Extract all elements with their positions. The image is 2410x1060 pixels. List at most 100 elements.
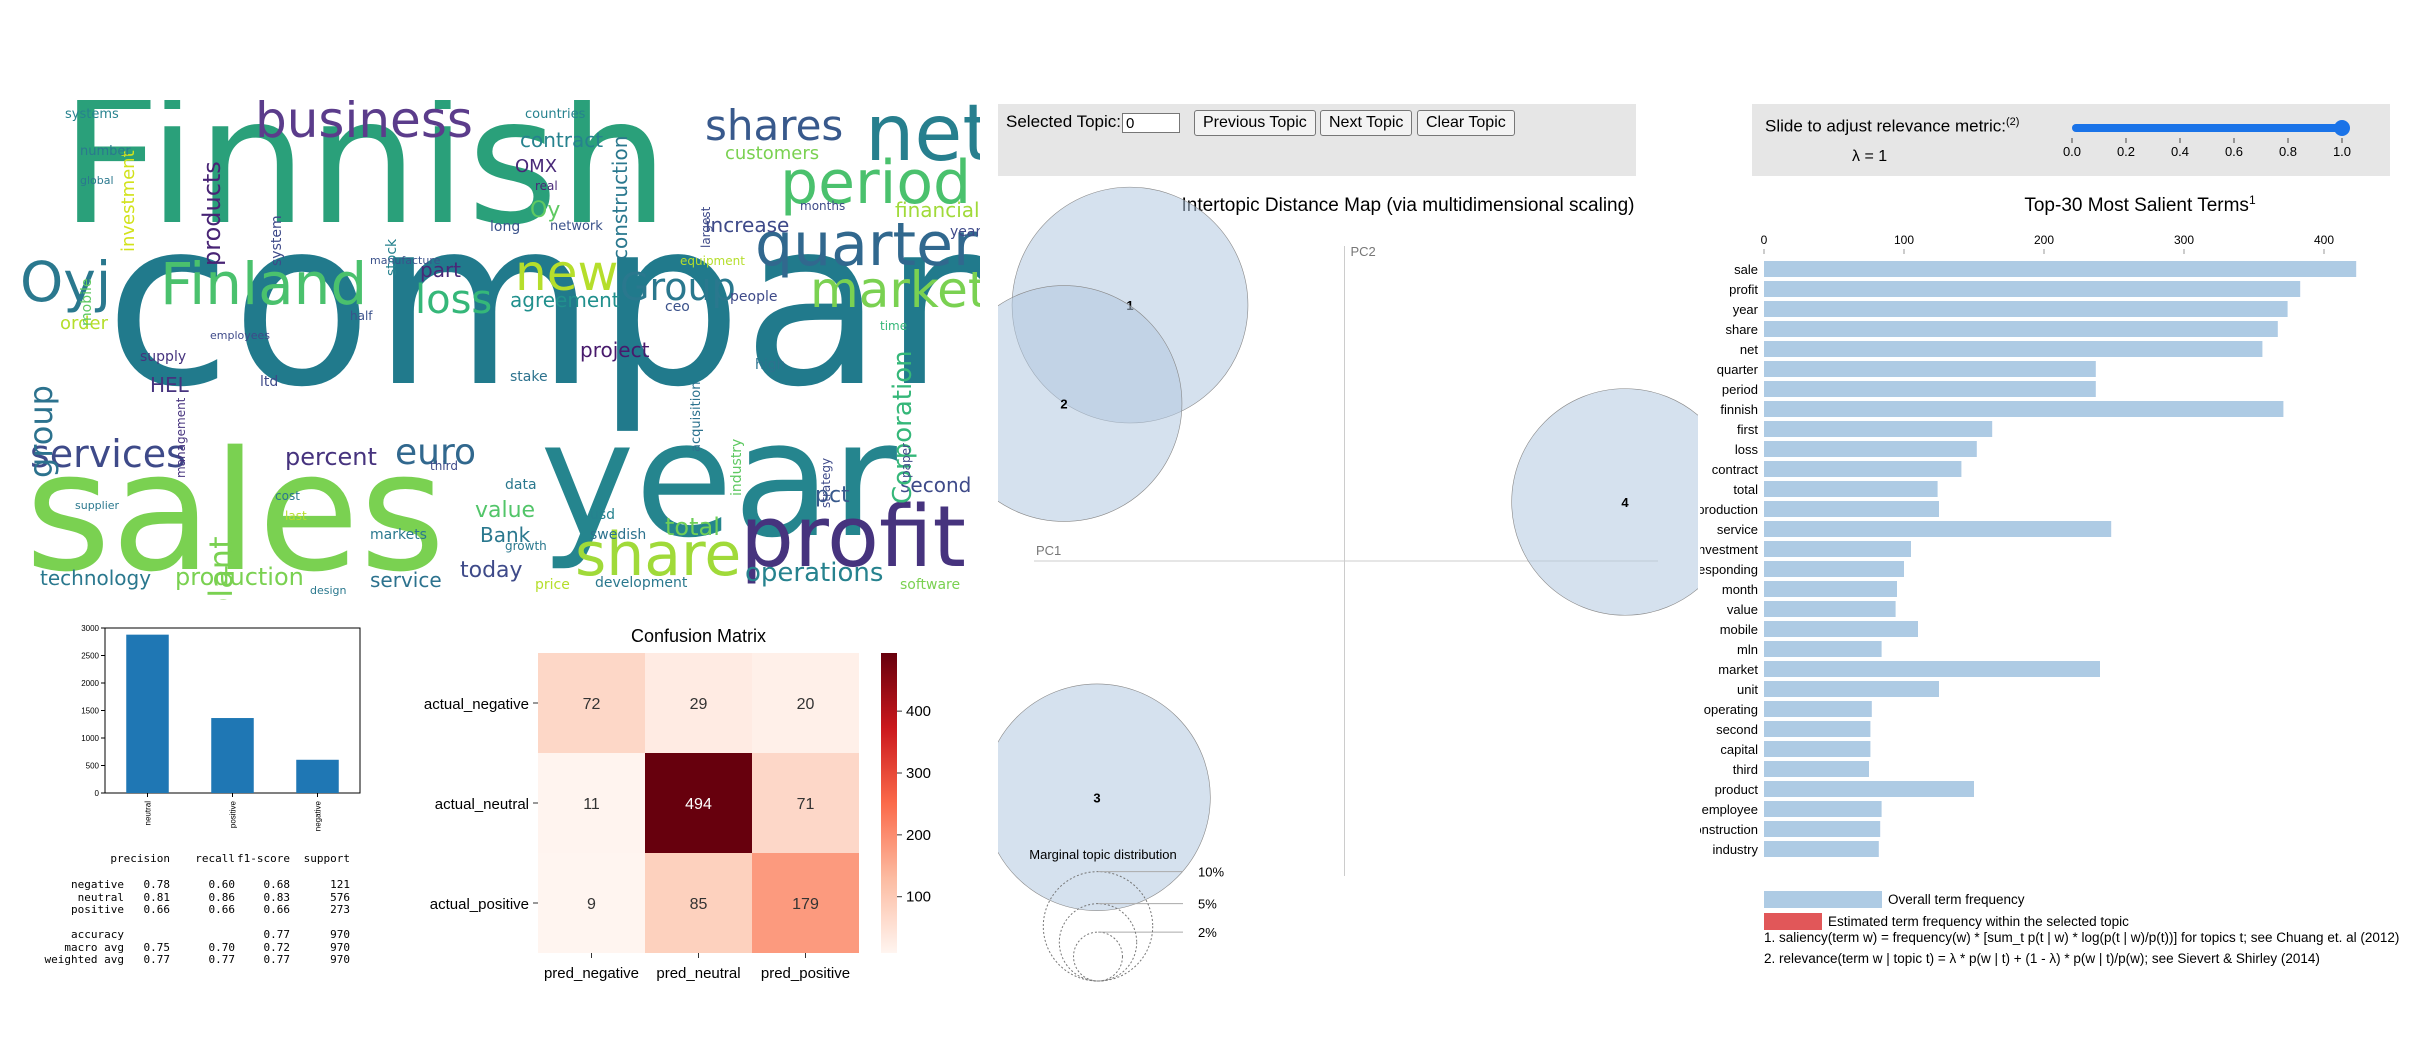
salient-bar-share[interactable] <box>1764 321 2278 337</box>
topic-circle-2[interactable] <box>998 285 1183 522</box>
salient-bar-product[interactable] <box>1764 781 1974 797</box>
salient-term-label[interactable]: contract <box>1712 462 1759 477</box>
word-order: order <box>60 313 108 334</box>
salient-bar-unit[interactable] <box>1764 681 1939 697</box>
salient-bar-construction[interactable] <box>1764 821 1881 837</box>
report-cell: 970 <box>330 940 350 954</box>
salient-term-label[interactable]: market <box>1718 662 1758 677</box>
next-topic-button[interactable]: Next Topic <box>1320 110 1413 136</box>
salient-term-label[interactable]: month <box>1722 582 1758 597</box>
cm-col-label: pred_neutral <box>656 965 740 982</box>
smallbar-ytick-label: 0 <box>95 789 100 798</box>
smallbar-ytick-label: 500 <box>86 762 100 771</box>
salient-term-label[interactable]: period <box>1722 382 1758 397</box>
salient-term-label[interactable]: total <box>1733 482 1758 497</box>
word-high: high <box>755 357 786 373</box>
salient-bar-quarter[interactable] <box>1764 361 2096 377</box>
salient-term-label[interactable]: quarter <box>1717 362 1759 377</box>
topic-label-2: 2 <box>1060 397 1067 412</box>
salient-bar-year[interactable] <box>1764 301 2288 317</box>
word-last: last <box>285 509 307 523</box>
salient-term-label[interactable]: operating <box>1704 702 1758 717</box>
salient-bar-first[interactable] <box>1764 421 1993 437</box>
salient-bar-industry[interactable] <box>1764 841 1879 857</box>
topic-circle-4[interactable] <box>1511 388 1698 616</box>
salient-bar-net[interactable] <box>1764 341 2263 357</box>
cm-cell <box>752 653 859 753</box>
salient-bar-third[interactable] <box>1764 761 1869 777</box>
report-cell: 0.66 <box>263 903 291 916</box>
salient-bar-mln[interactable] <box>1764 641 1882 657</box>
selected-topic-label: Selected Topic: <box>1006 112 1121 131</box>
relevance-slider[interactable]: 0.0 0.2 0.4 0.6 0.8 1.0 <box>2062 110 2362 170</box>
salient-bar-month[interactable] <box>1764 581 1897 597</box>
salient-bar-total[interactable] <box>1764 481 1938 497</box>
salient-xtick-label: 200 <box>2034 233 2054 247</box>
salient-term-label[interactable]: share <box>1725 322 1758 337</box>
smallbar-ytick-label: 1000 <box>81 734 99 743</box>
salient-term-label[interactable]: profit <box>1729 282 1758 297</box>
cm-colorbar-tick-label: 300 <box>906 765 931 782</box>
salient-term-label[interactable]: employee <box>1702 802 1758 817</box>
salient-term-label[interactable]: service <box>1717 522 1758 537</box>
salient-term-label[interactable]: second <box>1716 722 1758 737</box>
salient-term-label[interactable]: finnish <box>1720 402 1758 417</box>
salient-bar-market[interactable] <box>1764 661 2100 677</box>
word-plant: plant <box>202 536 240 600</box>
slider-handle[interactable] <box>2334 120 2350 136</box>
salient-term-label[interactable]: construction <box>1700 822 1758 837</box>
cm-row-label: actual_positive <box>430 896 529 913</box>
salient-bar-employee[interactable] <box>1764 801 1882 817</box>
salient-term-label[interactable]: production <box>1700 502 1758 517</box>
salient-term-label[interactable]: year <box>1733 302 1759 317</box>
previous-topic-button[interactable]: Previous Topic <box>1194 110 1316 136</box>
salient-bar-investment[interactable] <box>1764 541 1911 557</box>
salient-bar-finnish[interactable] <box>1764 401 2284 417</box>
slider-tick-label: 0.8 <box>2279 144 2297 159</box>
salient-term-label[interactable]: third <box>1733 762 1758 777</box>
cm-cell <box>645 853 752 953</box>
salient-term-label[interactable]: investment <box>1700 542 1758 557</box>
salient-bar-second[interactable] <box>1764 721 1871 737</box>
salient-bar-capital[interactable] <box>1764 741 1871 757</box>
salient-term-label[interactable]: net <box>1740 342 1758 357</box>
marginal-level-label: 10% <box>1198 865 1224 880</box>
salient-term-label[interactable]: value <box>1727 602 1758 617</box>
word-acquisition: acquisition <box>689 381 704 452</box>
salient-term-label[interactable]: mln <box>1737 642 1758 657</box>
salient-bar-mobile[interactable] <box>1764 621 1918 637</box>
word-omx: OMX <box>515 156 558 177</box>
salient-bar-operating[interactable] <box>1764 701 1872 717</box>
smallbar-xtick-label: negative <box>314 800 323 831</box>
smallbar-ytick-label: 2500 <box>81 652 99 661</box>
salient-term-label[interactable]: first <box>1737 422 1758 437</box>
salient-term-label[interactable]: mobile <box>1720 622 1758 637</box>
salient-term-label[interactable]: capital <box>1720 742 1758 757</box>
word-hel: HEL <box>150 373 189 397</box>
salient-term-label[interactable]: unit <box>1737 682 1758 697</box>
salient-bar-corresponding[interactable] <box>1764 561 1904 577</box>
salient-term-label[interactable]: corresponding <box>1700 562 1758 577</box>
salient-term-label[interactable]: sale <box>1734 262 1758 277</box>
report-cell: 0.72 <box>263 940 291 954</box>
salient-bar-profit[interactable] <box>1764 281 2301 297</box>
salient-bar-loss[interactable] <box>1764 441 1977 457</box>
salient-xtick-label: 400 <box>2314 233 2334 247</box>
salient-bar-value[interactable] <box>1764 601 1896 617</box>
relevance-label: Slide to adjust relevance metric:(2) <box>1765 116 2020 136</box>
salient-bar-service[interactable] <box>1764 521 2112 537</box>
pc1-label: PC1 <box>1036 543 1061 558</box>
salient-bar-production[interactable] <box>1764 501 1939 517</box>
salient-term-label[interactable]: loss <box>1735 442 1759 457</box>
topic-circle-3[interactable] <box>998 683 1211 911</box>
salient-term-label[interactable]: industry <box>1712 842 1758 857</box>
salient-bar-contract[interactable] <box>1764 461 1962 477</box>
salient-bar-period[interactable] <box>1764 381 2096 397</box>
clear-topic-button[interactable]: Clear Topic <box>1417 110 1515 136</box>
word-cost: cost <box>275 489 300 503</box>
word-industry: industry <box>729 438 745 496</box>
salient-bar-sale[interactable] <box>1764 261 2357 277</box>
selected-topic-input[interactable] <box>1122 113 1180 133</box>
salient-term-label[interactable]: product <box>1715 782 1759 797</box>
classification-report: precision recall f1-score support negative 0.… <box>45 852 420 982</box>
